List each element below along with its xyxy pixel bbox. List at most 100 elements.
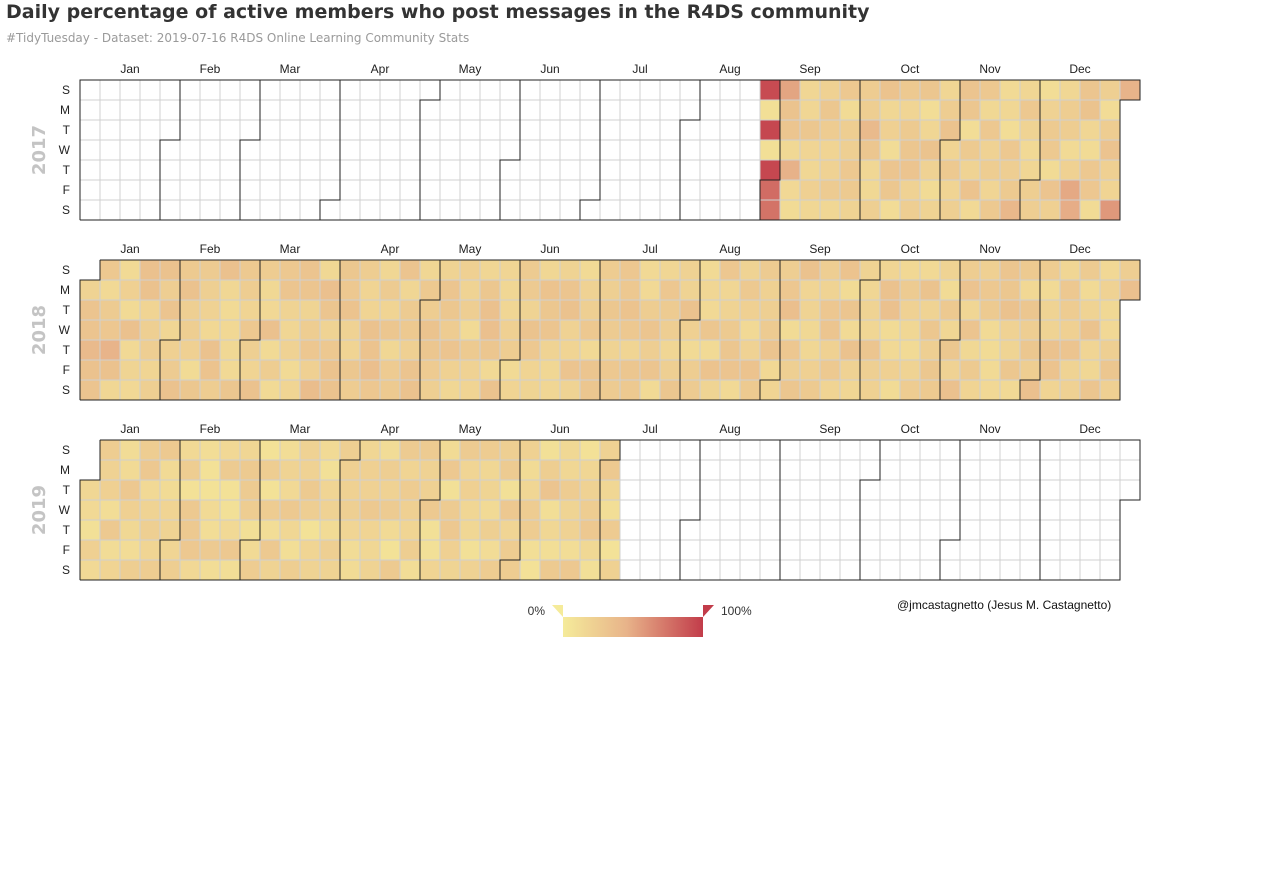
day-cell	[479, 459, 501, 481]
legend-min-label: 0%	[528, 604, 546, 618]
day-cell	[619, 379, 641, 401]
day-cell	[719, 199, 741, 221]
day-cell	[419, 439, 441, 461]
chart-subtitle: #TidyTuesday - Dataset: 2019-07-16 R4DS …	[6, 31, 470, 45]
day-cell	[419, 199, 441, 221]
day-cell	[1019, 559, 1041, 581]
day-cell	[1099, 359, 1121, 381]
day-cell	[699, 299, 721, 321]
day-cell	[819, 379, 841, 401]
day-cell	[899, 179, 921, 201]
year-outline	[80, 259, 1141, 401]
day-cell	[959, 359, 981, 381]
day-cell	[419, 539, 441, 561]
day-cell	[779, 439, 801, 461]
day-cell	[779, 299, 801, 321]
day-cell	[419, 119, 441, 141]
day-cell	[899, 559, 921, 581]
day-cell	[679, 479, 701, 501]
day-cell	[1119, 259, 1141, 281]
day-cell	[679, 159, 701, 181]
day-cell	[539, 479, 561, 501]
day-cell	[119, 379, 141, 401]
day-cell	[839, 179, 861, 201]
day-cell	[1099, 459, 1121, 481]
day-cell	[859, 439, 881, 461]
day-cell	[559, 339, 581, 361]
day-cell	[639, 279, 661, 301]
day-cell	[519, 179, 541, 201]
day-cell	[999, 259, 1021, 281]
day-cell	[639, 339, 661, 361]
day-cell	[399, 279, 421, 301]
day-cell	[919, 459, 941, 481]
day-cell	[519, 519, 541, 541]
day-cell	[519, 79, 541, 101]
day-cell	[639, 439, 661, 461]
day-cell	[619, 519, 641, 541]
day-cell	[639, 459, 661, 481]
day-cell	[219, 359, 241, 381]
day-cell	[119, 79, 141, 101]
day-cell	[679, 459, 701, 481]
day-cell	[899, 259, 921, 281]
day-cell	[719, 559, 741, 581]
day-cell	[259, 299, 281, 321]
day-cell	[99, 159, 121, 181]
day-cell	[1079, 479, 1101, 501]
day-cell	[199, 479, 221, 501]
day-cell	[259, 459, 281, 481]
month-label: Feb	[200, 62, 221, 76]
day-cell	[959, 279, 981, 301]
day-cell	[1019, 199, 1041, 221]
month-label: Jul	[632, 62, 647, 76]
day-cell	[819, 159, 841, 181]
day-cell	[479, 179, 501, 201]
day-cell	[619, 339, 641, 361]
day-cell	[139, 99, 161, 121]
day-cell	[579, 499, 601, 521]
day-cell	[99, 439, 121, 461]
day-cell	[199, 99, 221, 121]
day-cell	[279, 519, 301, 541]
day-cell	[519, 119, 541, 141]
day-cell	[539, 179, 561, 201]
day-cell	[139, 299, 161, 321]
day-cell	[159, 299, 181, 321]
day-cell	[439, 459, 461, 481]
day-cell	[899, 339, 921, 361]
day-cell	[279, 539, 301, 561]
day-cell	[439, 139, 461, 161]
day-cell	[359, 159, 381, 181]
weekday-label: S	[62, 563, 70, 577]
day-cell	[1099, 199, 1121, 221]
day-cell	[819, 479, 841, 501]
day-cell	[119, 539, 141, 561]
day-cell	[419, 459, 441, 481]
day-cell	[539, 319, 561, 341]
day-cell	[799, 259, 821, 281]
day-cell	[599, 179, 621, 201]
day-cell	[379, 439, 401, 461]
day-cell	[759, 339, 781, 361]
day-cell	[239, 499, 261, 521]
month-boundary	[499, 80, 521, 220]
day-cell	[659, 139, 681, 161]
day-cell	[439, 319, 461, 341]
day-cell	[99, 79, 121, 101]
day-cell	[739, 379, 761, 401]
day-cell	[399, 379, 421, 401]
day-cell	[519, 339, 541, 361]
day-cell	[739, 539, 761, 561]
day-cell	[759, 479, 781, 501]
day-cell	[439, 359, 461, 381]
day-cell	[619, 79, 641, 101]
day-cell	[419, 519, 441, 541]
day-cell	[199, 519, 221, 541]
weekday-label: F	[63, 363, 70, 377]
day-cell	[359, 499, 381, 521]
day-cell	[219, 499, 241, 521]
day-cell	[499, 539, 521, 561]
day-cell	[539, 519, 561, 541]
day-cell	[259, 139, 281, 161]
